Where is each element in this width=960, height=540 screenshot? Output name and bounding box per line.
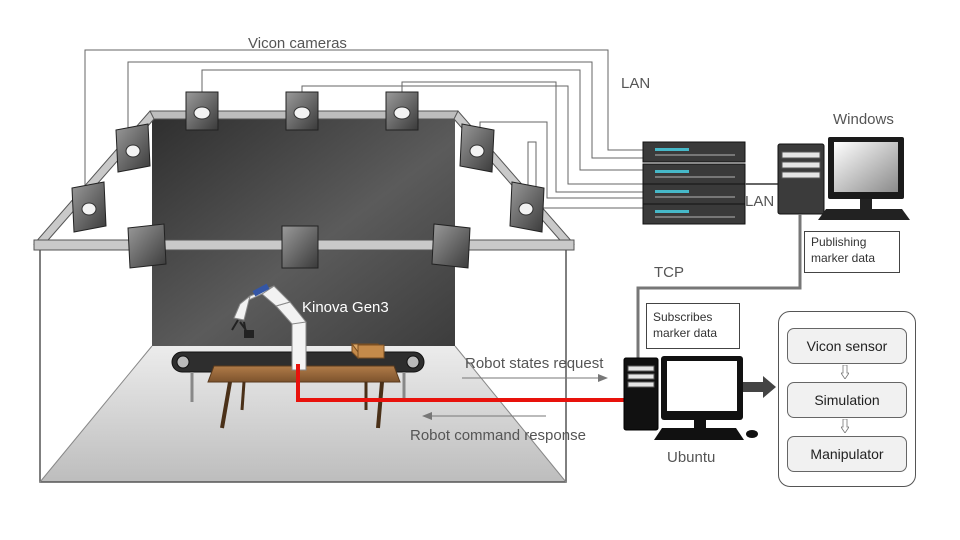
robot-arm-icon [231,283,307,371]
publishing-note-line-1: Publishing [811,235,867,249]
robot-cable [296,364,624,402]
vicon-cameras [71,91,545,269]
robot-states-request-label: Robot states request [465,355,604,372]
server-rack-icon [642,141,746,225]
down-arrow-icon [841,419,849,433]
desktop-pc-icon [777,137,910,220]
floor-edge-right [454,345,567,483]
camera-icon [459,123,495,173]
stack-item-simulation: Simulation [787,382,907,418]
robot-response-arrow [422,412,546,420]
camera-icon [431,223,471,269]
ubuntu-label: Ubuntu [667,449,716,466]
camera-icon [385,91,419,131]
camera-icon [71,181,107,233]
down-arrow-icon [841,365,849,379]
camera-wires [84,49,643,209]
camera-icon [185,91,219,131]
vicon-cameras-label: Vicon cameras [248,35,347,52]
subscribes-note-line-1: Subscribes [653,310,713,324]
kinova-label: Kinova Gen3 [302,299,389,316]
camera-icon [127,223,167,269]
subscribes-note-line-2: marker data [653,326,718,340]
lan-top-label: LAN [621,75,651,92]
camera-icon [281,225,319,269]
stack-item-vicon-sensor: Vicon sensor [787,328,907,364]
stack-arrow [743,376,776,398]
windows-label: Windows [833,111,894,128]
camera-icon [509,181,545,233]
robot-request-arrow [462,374,608,382]
floor-edge-left [39,345,153,483]
studio-floor [40,346,566,482]
stack-item-manipulator: Manipulator [787,436,907,472]
lan-side-label: LAN [745,193,775,210]
camera-icon [115,123,151,173]
software-stack: Vicon sensor Simulation Manipulator [778,311,916,487]
tcp-label: TCP [654,264,684,281]
desktop-pc-icon [623,356,758,440]
cardboard-box [351,342,385,360]
table [207,365,401,429]
subscribes-note: Subscribes marker data [646,303,740,349]
camera-icon [285,91,319,131]
tcp-link [636,214,802,358]
robot-command-response-label: Robot command response [410,427,586,444]
workcell [171,283,425,429]
publishing-note: Publishing marker data [804,231,900,273]
publishing-note-line-2: marker data [811,251,876,265]
